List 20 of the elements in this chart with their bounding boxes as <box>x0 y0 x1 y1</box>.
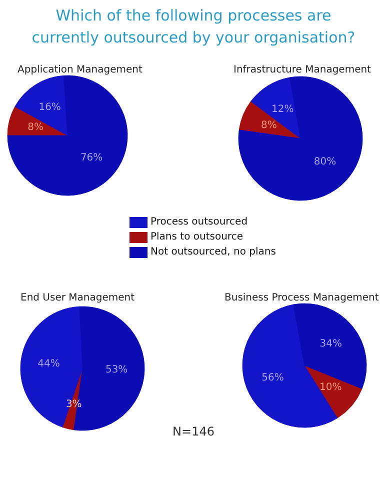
data-label: 80% <box>314 156 336 168</box>
data-label: 10% <box>320 382 342 393</box>
data-label: 34% <box>320 338 342 350</box>
chart-title: Application Management <box>18 64 143 76</box>
data-label: 53% <box>105 364 128 376</box>
chart-title: End User Management <box>20 292 135 304</box>
text: N=146 <box>172 424 214 438</box>
data-label: 56% <box>262 372 284 384</box>
data-label: 44% <box>38 358 60 370</box>
chart-title: Business Process Management <box>224 292 379 304</box>
legend-label: Plans to outsource <box>150 232 243 242</box>
legend-label: Process outsourced <box>150 216 248 228</box>
legend-label: Not outsourced, no plans <box>150 246 276 258</box>
data-label: 8% <box>28 122 44 133</box>
chart-title: Infrastructure Management <box>234 64 372 76</box>
text: Which of the following processes are currently outsourced by your organisation? <box>32 6 356 46</box>
data-label: 16% <box>38 102 61 114</box>
data-label: 12% <box>272 104 294 115</box>
data-label: 8% <box>261 120 277 132</box>
data-label: 76% <box>80 152 103 164</box>
